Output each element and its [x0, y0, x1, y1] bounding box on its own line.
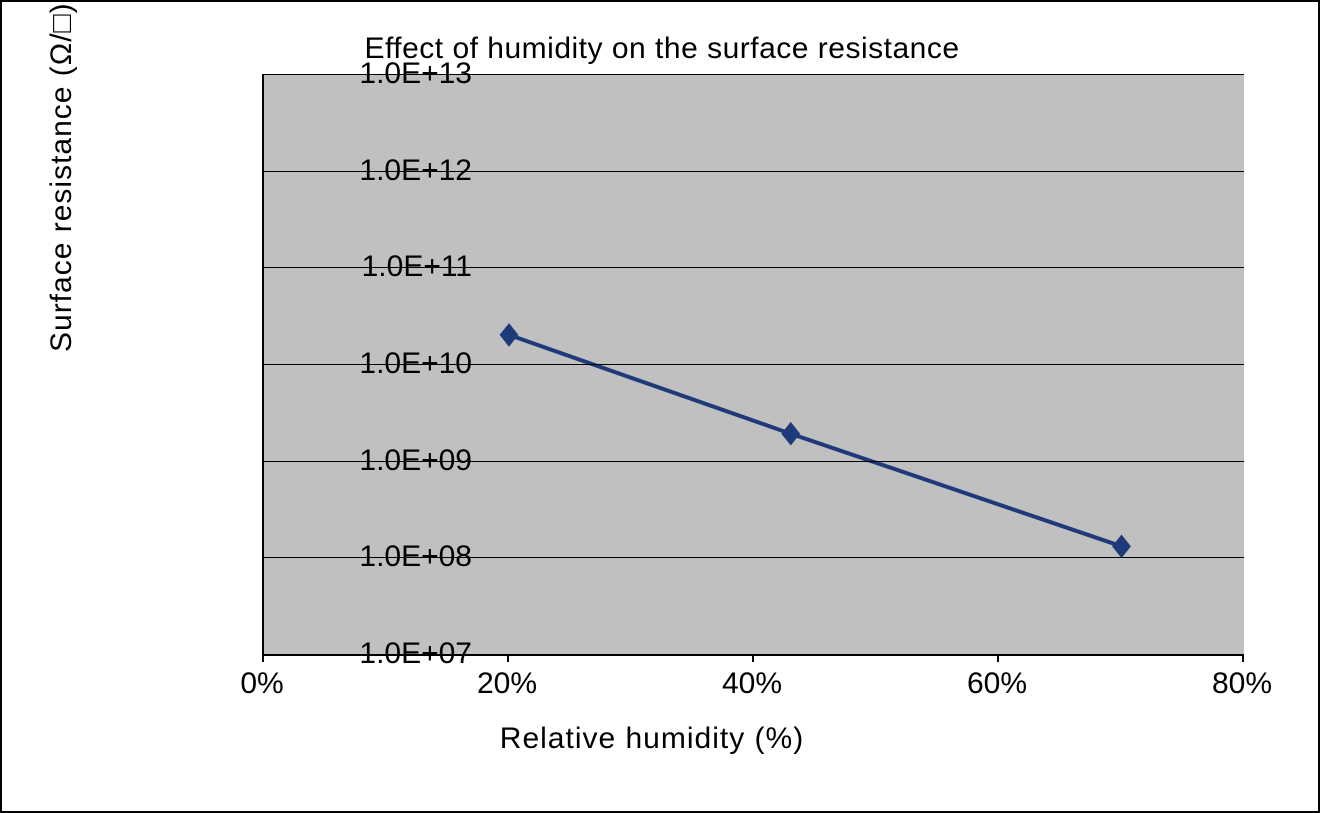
y-tick-label: 1.0E+07 [272, 637, 472, 671]
y-tick-label: 1.0E+12 [272, 154, 472, 188]
x-tick-mark [752, 654, 754, 662]
data-marker [1113, 535, 1131, 557]
chart-frame: Effect of humidity on the surface resist… [0, 0, 1320, 813]
series-line [509, 335, 1122, 546]
x-tick-label: 20% [477, 667, 537, 701]
y-tick-label: 1.0E+11 [272, 250, 472, 284]
y-tick-label: 1.0E+13 [272, 57, 472, 91]
x-tick-mark [262, 654, 264, 662]
y-tick-label: 1.0E+10 [272, 347, 472, 381]
x-tick-mark [1242, 654, 1244, 662]
x-tick-label: 60% [967, 667, 1027, 701]
chart-title: Effect of humidity on the surface resist… [62, 32, 1262, 66]
x-tick-label: 80% [1212, 667, 1272, 701]
data-marker [500, 324, 518, 346]
chart-container: Effect of humidity on the surface resist… [62, 32, 1262, 772]
x-tick-label: 40% [722, 667, 782, 701]
y-tick-label: 1.0E+08 [272, 540, 472, 574]
x-tick-mark [507, 654, 509, 662]
y-tick-label: 1.0E+09 [272, 444, 472, 478]
x-tick-mark [997, 654, 999, 662]
x-axis-label: Relative humidity (%) [62, 722, 1242, 756]
data-marker [782, 423, 800, 445]
x-tick-label: 0% [240, 667, 283, 701]
y-axis-label: Surface resistance (Ω/□) [45, 2, 79, 352]
